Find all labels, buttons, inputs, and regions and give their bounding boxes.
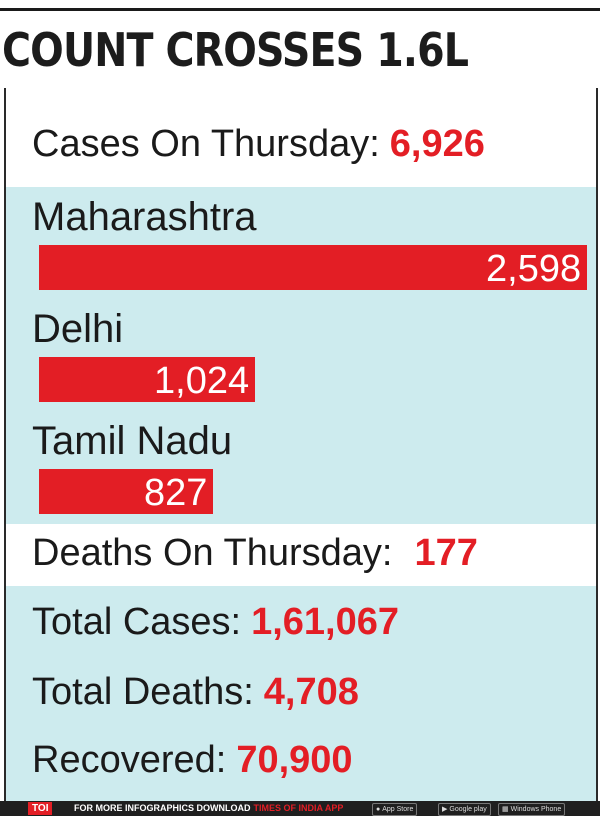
google-play-icon: ▶: [442, 806, 448, 813]
top-rule: [0, 8, 600, 11]
state-bar-chart: Maharashtra 2,598 Delhi 1,024 Tamil Nadu 827: [6, 187, 596, 524]
recovered-stat: Recovered: 70,900: [32, 738, 353, 782]
recovered-value: 70,900: [236, 739, 353, 781]
value-label-delhi: 1,024: [154, 360, 250, 402]
total-deaths-stat: Total Deaths: 4,708: [32, 670, 359, 714]
deaths-thursday-panel: Deaths On Thursday: 177: [6, 524, 596, 586]
category-label-delhi: Delhi: [32, 307, 124, 351]
google-play-label: Google play: [449, 806, 487, 813]
apple-icon: ●: [376, 806, 381, 813]
bar-maharashtra: [39, 245, 587, 290]
category-label-maharashtra: Maharashtra: [32, 195, 257, 239]
bar-delhi: [39, 357, 255, 402]
toi-logo: TOI: [28, 802, 53, 815]
google-play-badge[interactable]: ▶ Google play: [438, 803, 491, 816]
cases-thursday-panel: Cases On Thursday: 6,926: [6, 89, 596, 187]
total-cases-label: Total Cases:: [32, 601, 242, 643]
cases-thursday-label: Cases On Thursday:: [32, 123, 380, 165]
promo-text: FOR MORE INFOGRAPHICS DOWNLOAD TIMES OF I…: [74, 801, 343, 816]
infographic-frame: [4, 88, 598, 801]
app-store-badge[interactable]: ● App Store: [372, 803, 418, 816]
windows-phone-badge[interactable]: ▦ Windows Phone: [498, 803, 566, 816]
windows-icon: ▦: [502, 806, 509, 813]
total-cases-stat: Total Cases: 1,61,067: [32, 600, 399, 644]
recovered-label: Recovered:: [32, 739, 227, 781]
deaths-thursday-stat: Deaths On Thursday: 177: [32, 531, 478, 575]
value-label-tamil-nadu: 827: [144, 472, 208, 514]
deaths-thursday-value: 177: [414, 532, 478, 574]
footer-banner: TOI FOR MORE INFOGRAPHICS DOWNLOAD TIMES …: [0, 801, 600, 816]
promo-app-name: TIMES OF INDIA APP: [253, 803, 344, 813]
deaths-thursday-label: Deaths On Thursday:: [32, 532, 393, 574]
promo-label: FOR MORE INFOGRAPHICS DOWNLOAD: [74, 803, 251, 813]
total-cases-value: 1,61,067: [251, 601, 400, 643]
value-label-maharashtra: 2,598: [486, 248, 582, 290]
app-store-label: App Store: [382, 806, 414, 813]
category-label-tamil-nadu: Tamil Nadu: [32, 419, 233, 463]
windows-phone-label: Windows Phone: [510, 806, 562, 813]
total-deaths-label: Total Deaths:: [32, 671, 254, 713]
headline: COUNT CROSSES 1.6L: [2, 23, 469, 77]
totals-panel: Total Cases: 1,61,067 Total Deaths: 4,708 …: [6, 586, 596, 801]
cases-thursday-value: 6,926: [389, 123, 485, 165]
total-deaths-value: 4,708: [263, 671, 359, 713]
bar-tamil-nadu: [39, 469, 213, 514]
cases-thursday-stat: Cases On Thursday: 6,926: [32, 122, 485, 166]
